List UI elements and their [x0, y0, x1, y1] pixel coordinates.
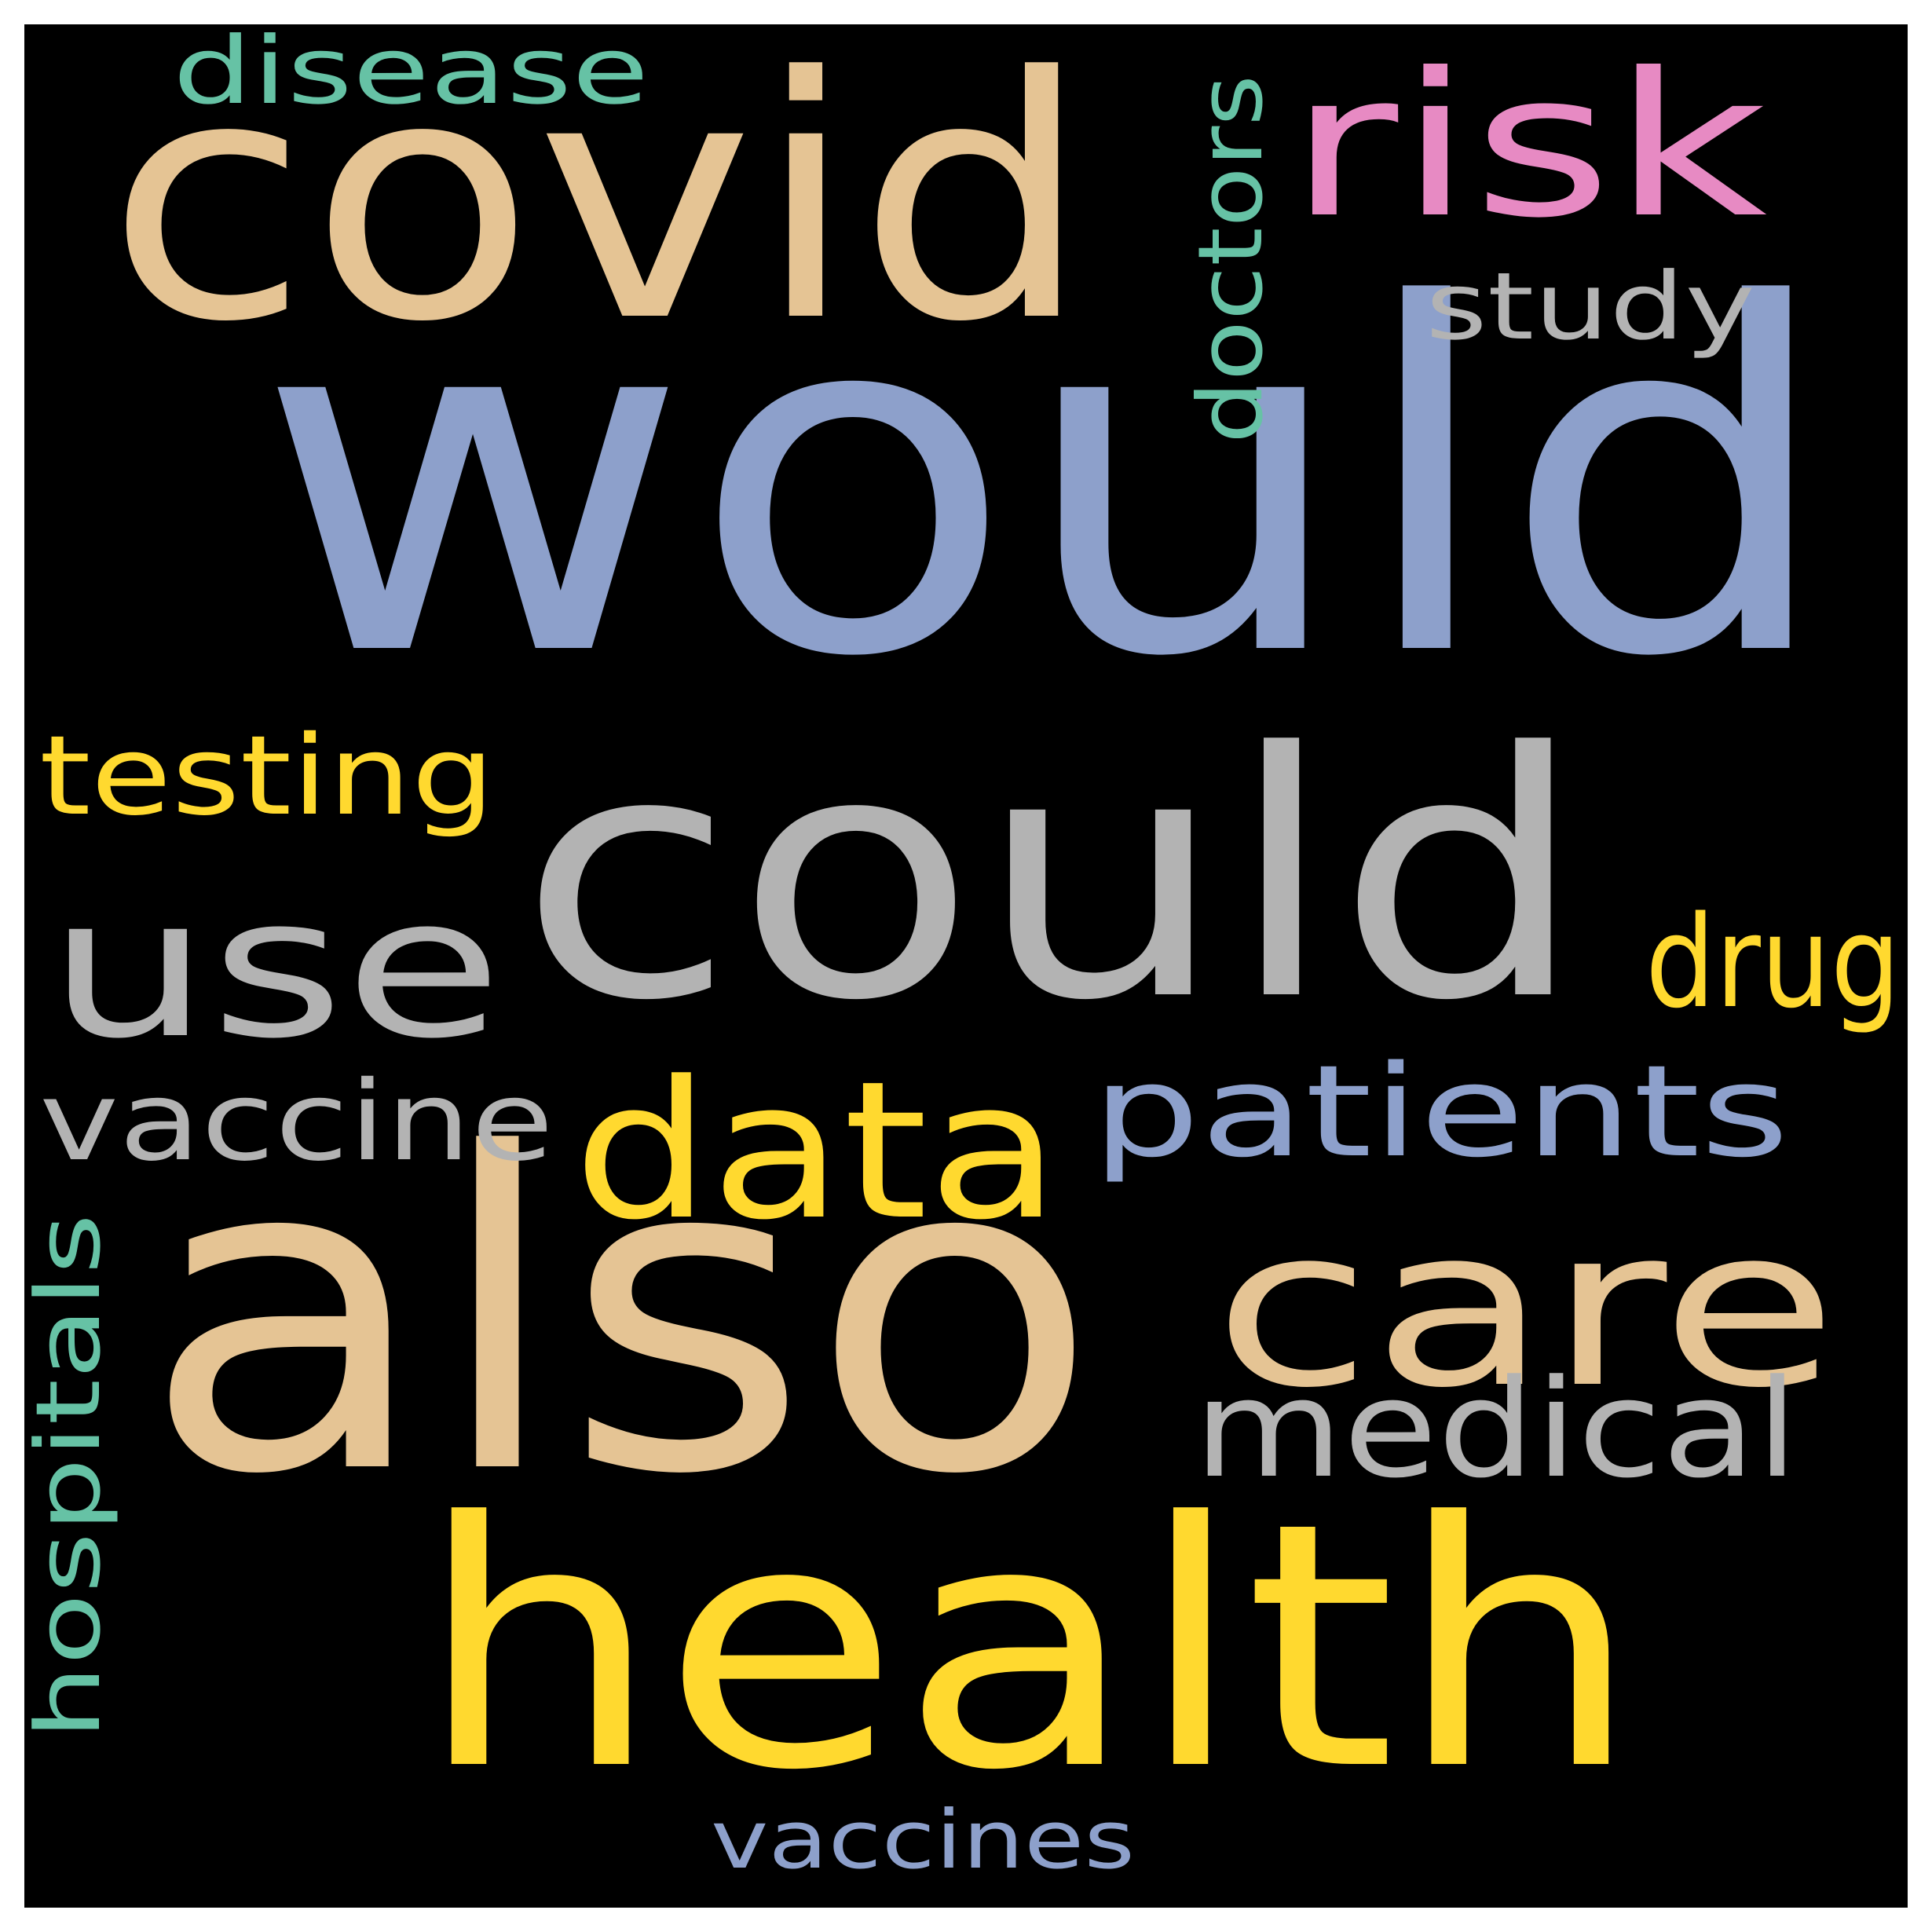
word-testing: testing: [39, 712, 495, 840]
word-covid: covid: [106, 24, 1092, 396]
word-use: use: [47, 855, 503, 1082]
word-data: data: [573, 1040, 1060, 1262]
word-disease: disease: [173, 24, 649, 125]
word-health: health: [416, 1451, 1641, 1845]
word-medical: medical: [1194, 1350, 1798, 1509]
word-cloud: would could also health covid use care risk data…: [24, 24, 1908, 1908]
word-care: care: [1213, 1180, 1838, 1436]
word-study: study: [1425, 251, 1755, 360]
word-would: would: [255, 206, 1838, 762]
word-drug: drug: [1645, 888, 1901, 1037]
word-also: also: [141, 1062, 1100, 1569]
word-vaccine: vaccine: [39, 1057, 554, 1186]
word-doctors: doctors: [1179, 75, 1283, 444]
word-vaccines: vaccines: [711, 1793, 1135, 1887]
word-patients: patients: [1092, 1037, 1790, 1186]
word-risk: risk: [1288, 29, 1768, 262]
word-hospitals: hospitals: [24, 1213, 121, 1740]
word-could: could: [518, 682, 1586, 1075]
